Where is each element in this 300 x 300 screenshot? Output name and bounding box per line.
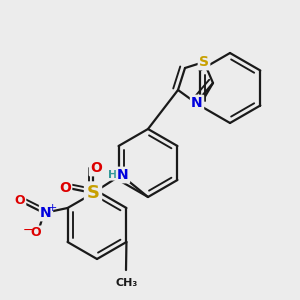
- Text: S: S: [199, 55, 209, 69]
- Text: +: +: [47, 203, 57, 213]
- Text: H: H: [108, 170, 117, 180]
- Text: N: N: [40, 206, 52, 220]
- Text: O: O: [59, 181, 71, 195]
- Text: S: S: [86, 184, 100, 202]
- Text: O: O: [31, 226, 41, 239]
- Text: −: −: [23, 224, 33, 236]
- Text: O: O: [90, 161, 102, 175]
- Text: N: N: [191, 96, 203, 110]
- Text: N: N: [117, 168, 129, 182]
- Text: O: O: [15, 194, 25, 208]
- Text: CH₃: CH₃: [116, 278, 138, 288]
